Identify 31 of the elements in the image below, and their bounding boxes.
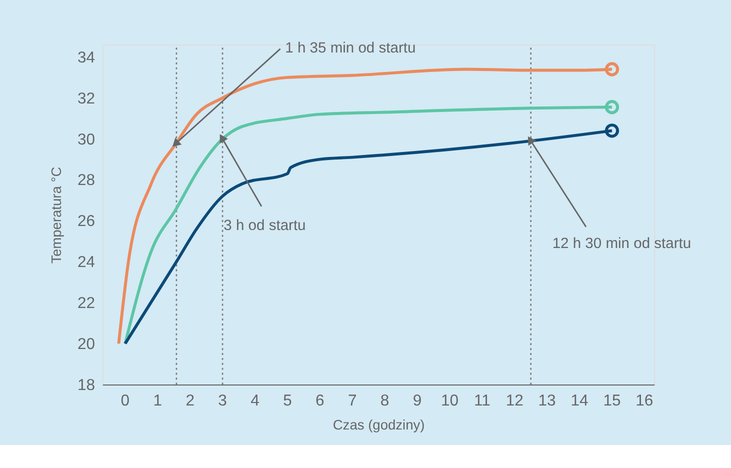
y-tick-label: 26 — [78, 213, 96, 230]
x-tick-label: 3 — [218, 392, 228, 410]
annotation: 1 h 35 min od startu — [285, 40, 416, 57]
y-tick-label: 22 — [78, 295, 96, 312]
x-tick-label: 12 — [506, 392, 524, 410]
y-tick-label: 20 — [78, 336, 96, 354]
y-axis-title: Temperatura °C — [48, 166, 64, 264]
y-tick-label: 18 — [78, 376, 96, 394]
x-tick-label: 15 — [603, 392, 621, 410]
x-tick-label: 4 — [250, 392, 260, 410]
annotation: 3 h od startu — [224, 218, 306, 234]
x-tick-label: 8 — [380, 392, 390, 410]
x-tick-label: 2 — [186, 392, 194, 410]
y-tick-label: 24 — [78, 254, 96, 272]
x-tick-label: 14 — [570, 392, 589, 410]
annotation: 12 h 30 min od startu — [552, 236, 692, 252]
x-tick-label: 11 — [474, 392, 490, 410]
x-tick-label: 6 — [316, 392, 325, 410]
x-tick-label: 16 — [636, 392, 654, 410]
x-tick-label: 9 — [412, 392, 422, 410]
x-tick-label: 10 — [440, 392, 459, 410]
y-tick-label: 28 — [78, 172, 96, 190]
x-tick-label: 7 — [348, 392, 357, 410]
x-tick-label: 0 — [120, 392, 130, 410]
x-tick-label: 1 — [153, 392, 162, 410]
x-tick-label: 5 — [283, 392, 292, 410]
x-tick-label: 13 — [538, 392, 556, 410]
y-tick-label: 32 — [78, 90, 96, 108]
x-axis-title: Czas (godziny) — [332, 417, 425, 432]
y-tick-label: 30 — [78, 131, 96, 148]
y-tick-label: 34 — [78, 49, 96, 66]
